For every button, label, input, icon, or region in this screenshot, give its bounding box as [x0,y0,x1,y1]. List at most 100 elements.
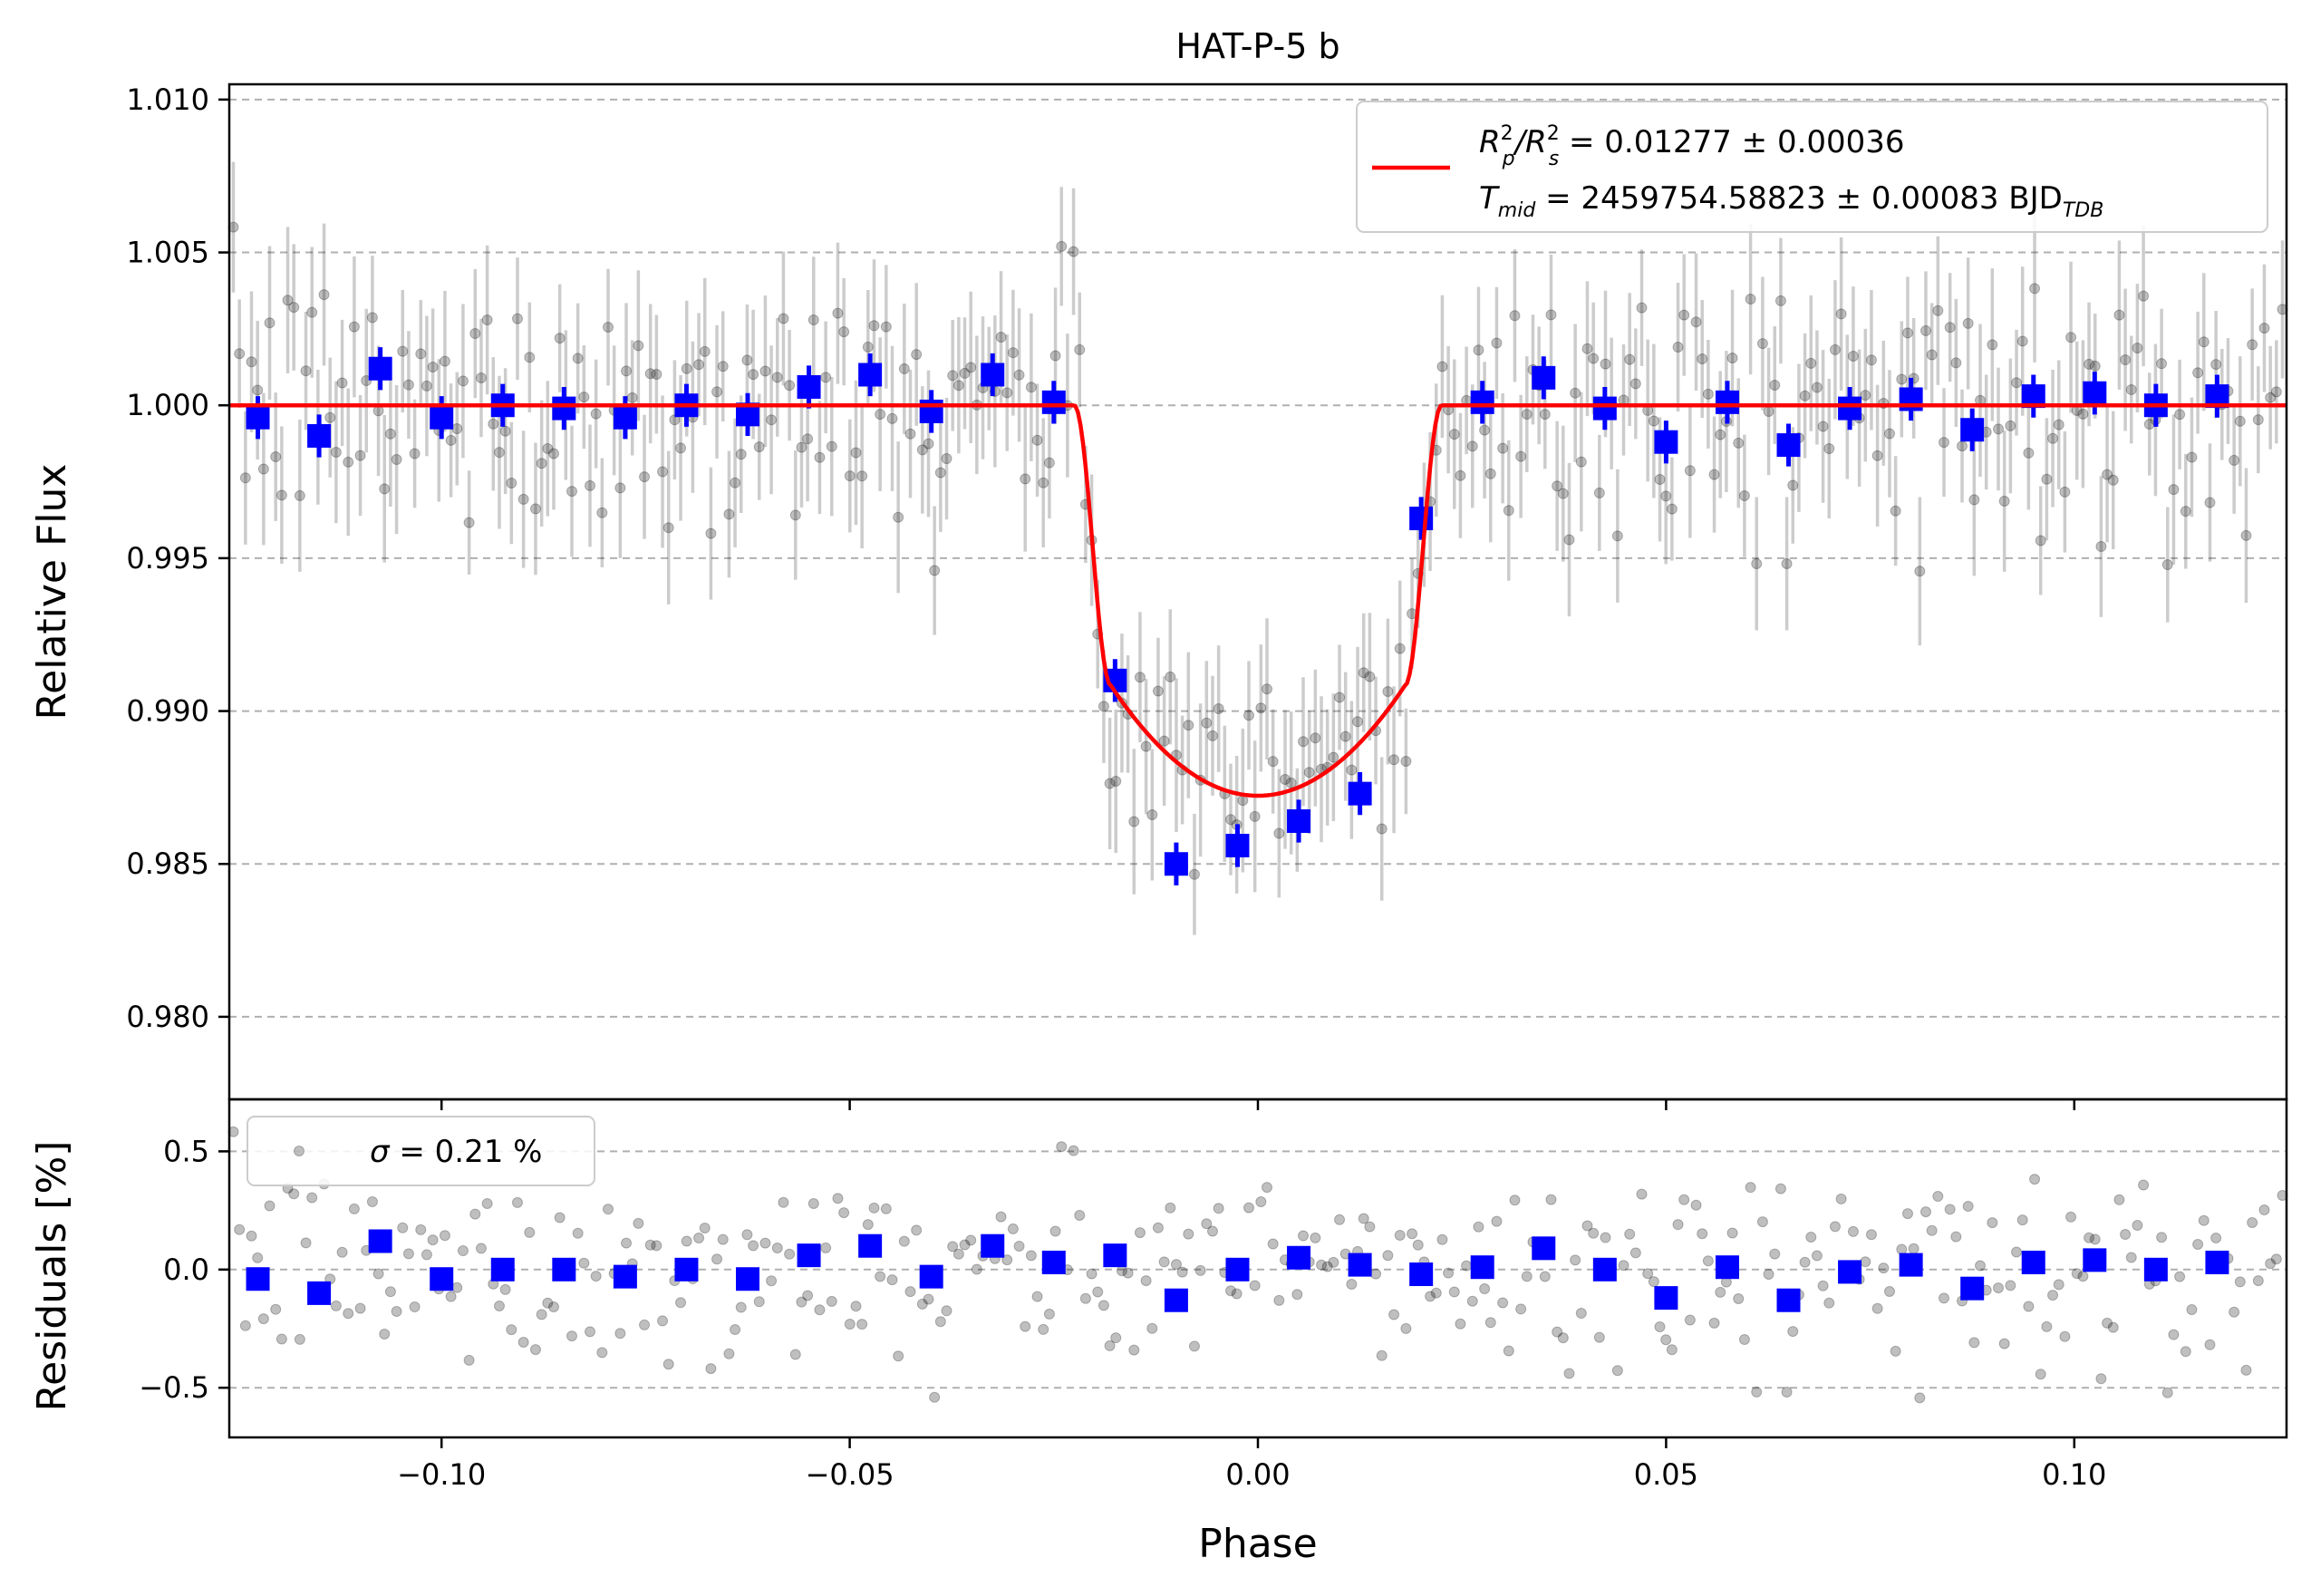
raw-residual-point [2192,1238,2204,1250]
raw-flux-point [886,412,898,424]
raw-flux-point [1388,754,1400,766]
raw-residual-point [2198,1214,2209,1226]
raw-residual-point [2120,1229,2132,1241]
raw-flux-point [1648,415,1659,427]
raw-flux-point [566,486,578,498]
raw-residual-point [1455,1318,1466,1330]
raw-residual-point [1919,1206,1931,1218]
raw-flux-point [1303,767,1315,779]
raw-flux-point [880,321,892,333]
raw-residual-point [1654,1321,1666,1333]
raw-residual-point [1358,1213,1369,1224]
raw-residual-point [1262,1182,1273,1194]
raw-flux-error-bars [231,161,2285,935]
raw-flux-point [1104,778,1116,789]
raw-residual-point [2102,1317,2113,1329]
binned-residual-point [674,1257,699,1282]
binned-residual-point [1348,1253,1372,1277]
raw-flux-point [2168,484,2180,496]
raw-flux-point [2120,354,2132,366]
raw-flux-point [1998,496,2010,508]
raw-flux-point [633,340,644,352]
raw-residual-point [2107,1321,2119,1333]
raw-residual-point [2132,1219,2143,1231]
raw-flux-point [1860,390,1871,401]
raw-residual-point [554,1212,566,1224]
raw-residual-point [1738,1333,1750,1345]
raw-residual-point [1636,1188,1648,1200]
raw-residual-point [952,1248,964,1260]
raw-residual-point [1624,1228,1636,1240]
binned-residual-point [1041,1250,1066,1274]
raw-flux-point [1436,361,1448,372]
raw-flux-point [1068,246,1079,257]
raw-residual-point [748,1240,759,1252]
raw-flux-point [2156,358,2168,370]
raw-residual-point [1086,1268,1097,1280]
raw-residual-point [886,1274,898,1286]
raw-residual-point [2089,1233,2101,1245]
raw-flux-point [2047,432,2059,444]
raw-residual-point [1890,1345,1901,1357]
raw-flux-point [959,367,971,379]
raw-residual-point [2029,1174,2041,1185]
raw-flux-point [1678,309,1690,321]
raw-flux-point [1763,406,1774,418]
raw-residual-point [621,1237,633,1249]
raw-residual-point [2204,1339,2216,1350]
flux-x-ticks [440,1099,2076,1110]
raw-flux-point [644,368,656,380]
raw-residual-point [826,1295,837,1307]
raw-flux-point [1038,477,1049,488]
raw-residual-point [1908,1243,1919,1254]
raw-flux-point [789,509,801,521]
raw-residual-point [457,1245,469,1257]
raw-residual-point [856,1319,868,1330]
raw-residual-point [1618,1260,1629,1272]
raw-residual-point [2095,1373,2107,1385]
raw-flux-point [469,328,481,340]
raw-flux-point [554,333,566,344]
raw-flux-point [850,447,862,459]
binned-flux-point [1470,390,1494,414]
raw-flux-point [1835,308,1847,320]
raw-residual-point [784,1248,796,1260]
raw-residual-point [1787,1326,1799,1338]
raw-residual-point [1672,1219,1684,1231]
raw-residual-point [1491,1215,1503,1227]
raw-flux-point [445,434,457,446]
raw-flux-point [2180,506,2191,517]
binned-residual-point [307,1281,332,1305]
raw-flux-point [1001,387,1013,399]
raw-residual-point [1726,1227,1738,1239]
raw-residual-point [252,1252,264,1263]
residual-legend-text: σ = 0.21 % [370,1134,542,1170]
raw-flux-point [717,361,729,372]
raw-residual-point [1563,1368,1575,1379]
raw-flux-point [893,511,904,523]
raw-residual-point [778,1196,789,1208]
raw-residual-point [1231,1288,1243,1300]
raw-flux-point [1491,337,1503,349]
binned-residual-point [1532,1236,1556,1261]
binned-residual-point [1776,1288,1801,1312]
raw-flux-point [1183,720,1194,731]
raw-residual-point [463,1354,475,1366]
raw-flux-point [802,433,814,445]
raw-flux-point [2029,283,2041,295]
raw-flux-point [748,369,759,381]
raw-flux-point [1545,309,1557,321]
raw-residual-point [662,1359,674,1370]
raw-flux-point [2198,336,2209,348]
raw-flux-point [294,489,305,501]
raw-residual-point [1769,1248,1781,1260]
raw-residual-point [2186,1304,2198,1316]
raw-flux-point [2041,473,2053,485]
raw-flux-point [844,470,856,482]
raw-residual-point [1328,1256,1339,1268]
raw-residual-point [862,1219,874,1231]
raw-residual-point [1611,1365,1623,1377]
raw-flux-point [1629,378,1641,390]
raw-residual-point [1751,1386,1763,1398]
raw-residual-point [493,1300,505,1311]
